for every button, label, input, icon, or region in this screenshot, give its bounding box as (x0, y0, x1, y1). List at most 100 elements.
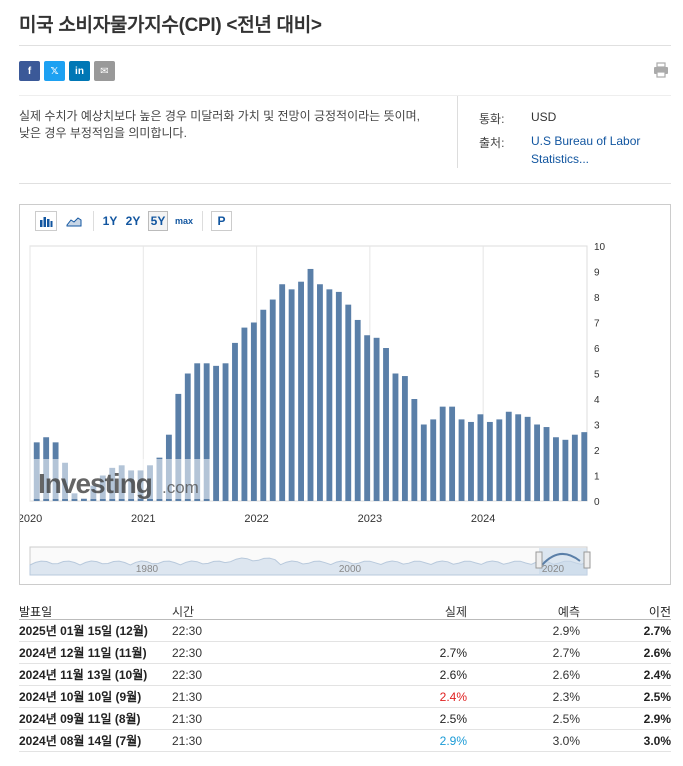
table-row: 2024년 08월 14일 (7월) 21:30 2.9% 3.0% 3.0% (19, 730, 671, 752)
data-bar (335, 291, 342, 501)
p-button[interactable]: P (211, 211, 232, 231)
x-tick-label: 2023 (358, 513, 382, 525)
table-body: 2025년 01월 15일 (12월) 22:30 2.9% 2.7% 2024년 12… (19, 620, 671, 752)
facebook-share-button[interactable]: f (19, 61, 40, 81)
data-bar (553, 437, 559, 501)
actual-cell: 2.7% (439, 645, 467, 660)
data-bar (383, 348, 389, 501)
data-bar (477, 414, 484, 501)
time-cell: 22:30 (172, 623, 203, 638)
y-tick-label: 0 (594, 497, 600, 508)
watermark-suffix-text: .com (162, 478, 199, 497)
time-cell: 21:30 (172, 711, 203, 726)
data-bar (468, 421, 474, 501)
page-title: 미국 소비자물가지수(CPI) <전년 대비> (19, 15, 322, 36)
navigator-selection (539, 548, 587, 575)
table-row: 2025년 01월 15일 (12월) 22:30 2.9% 2.7% (19, 620, 671, 642)
area-chart-icon[interactable] (63, 211, 85, 231)
forecast-cell: 2.6% (552, 667, 580, 682)
forecast-cell: 2.5% (552, 711, 580, 726)
data-bar (524, 416, 531, 501)
data-bar (449, 406, 456, 501)
forecast-header: 예측 (557, 605, 580, 619)
divider (19, 95, 671, 96)
data-bar (458, 419, 465, 501)
forecast-cell: 3.0% (552, 733, 580, 748)
previous-cell: 3.0% (643, 733, 671, 748)
navigator-year-label: 2000 (339, 564, 362, 575)
data-bar (392, 373, 399, 501)
data-bar (222, 363, 229, 501)
investing-watermark: Investing .com (32, 459, 212, 499)
data-bar (307, 268, 314, 501)
bar-chart-icon[interactable] (35, 211, 57, 231)
actual-cell: 2.5% (439, 711, 467, 726)
data-bar (354, 319, 361, 501)
data-bar (486, 421, 493, 501)
data-bar (232, 342, 238, 501)
data-bar (250, 322, 257, 501)
meta-divider (457, 96, 458, 168)
data-bar (534, 424, 541, 501)
x-tick-label: 2020 (20, 513, 42, 525)
print-icon[interactable] (653, 62, 669, 78)
data-bar (260, 309, 267, 501)
navigator-area (29, 557, 588, 576)
range-1y-button[interactable]: 1Y (102, 211, 118, 231)
currency-value: USD (531, 110, 557, 124)
data-bar (317, 284, 323, 501)
table-row: 2024년 10월 10일 (9월) 21:30 2.4% 2.3% 2.5% (19, 686, 671, 708)
linkedin-share-button[interactable]: in (69, 61, 90, 81)
data-bar (80, 498, 87, 501)
data-bar (345, 304, 352, 501)
previous-cell: 2.7% (643, 623, 671, 638)
time-cell: 22:30 (172, 645, 203, 660)
navigator-selection-line (541, 553, 581, 566)
actual-cell: 2.9% (439, 733, 467, 748)
watermark-backdrop (32, 459, 212, 499)
source-link[interactable]: U.S Bureau of Labor Statistics... (531, 134, 641, 166)
twitter-share-button[interactable]: 𝕏 (44, 61, 65, 81)
forecast-cell: 2.7% (552, 645, 580, 660)
date-header[interactable]: 발표일 (19, 605, 53, 619)
navigator-year-label: 2020 (542, 564, 565, 575)
divider (19, 183, 671, 184)
data-bar (326, 289, 333, 501)
release-date-cell: 2024년 08월 14일 (7월) (19, 734, 142, 748)
actual-cell: 2.4% (439, 689, 467, 704)
data-bar (213, 365, 220, 501)
chart-toolbar: 1Y 2Y 5Y max P (35, 211, 238, 231)
y-tick-label: 6 (594, 344, 600, 355)
range-5y-button[interactable]: 5Y (148, 211, 168, 231)
data-bar (241, 327, 248, 501)
email-share-button[interactable]: ✉ (94, 61, 115, 81)
time-cell: 22:30 (172, 667, 203, 682)
data-bar (430, 419, 437, 501)
release-date-cell: 2024년 10월 10일 (9월) (19, 690, 142, 704)
previous-header: 이전 (648, 605, 671, 619)
data-bar (175, 393, 182, 501)
share-bar: f 𝕏 in ✉ (19, 61, 115, 81)
previous-cell: 2.9% (643, 711, 671, 726)
chart-container: 2020 2021 2022 2023 2024 0 1 2 3 4 5 6 7 8 9 10 Investin… (19, 204, 671, 585)
cpi-bar-chart: 2020 2021 2022 2023 2024 0 1 2 3 4 5 6 7 8 9 10 Investin… (20, 242, 606, 576)
range-max-button[interactable]: max (174, 211, 194, 231)
range-2y-button[interactable]: 2Y (124, 211, 142, 231)
data-bar (288, 289, 295, 501)
divider (19, 45, 671, 46)
time-cell: 21:30 (172, 733, 203, 748)
data-bar (373, 337, 380, 501)
toolbar-separator (93, 211, 94, 231)
time-cell: 21:30 (172, 689, 203, 704)
data-bar (505, 411, 512, 501)
y-tick-label: 3 (594, 421, 600, 432)
data-bar (203, 363, 210, 501)
release-history-table: 발표일 시간 실제 예측 이전 2025년 01월 15일 (12월) 22:30… (19, 603, 671, 752)
data-bar (269, 299, 276, 501)
y-tick-label: 4 (594, 395, 600, 406)
forecast-cell: 2.9% (552, 623, 580, 638)
range-navigator: 1980 2000 2020 (29, 546, 591, 576)
navigator-left-handle (535, 551, 543, 569)
table-header-row: 발표일 시간 실제 예측 이전 (19, 603, 671, 620)
navigator-right-handle (583, 551, 591, 569)
